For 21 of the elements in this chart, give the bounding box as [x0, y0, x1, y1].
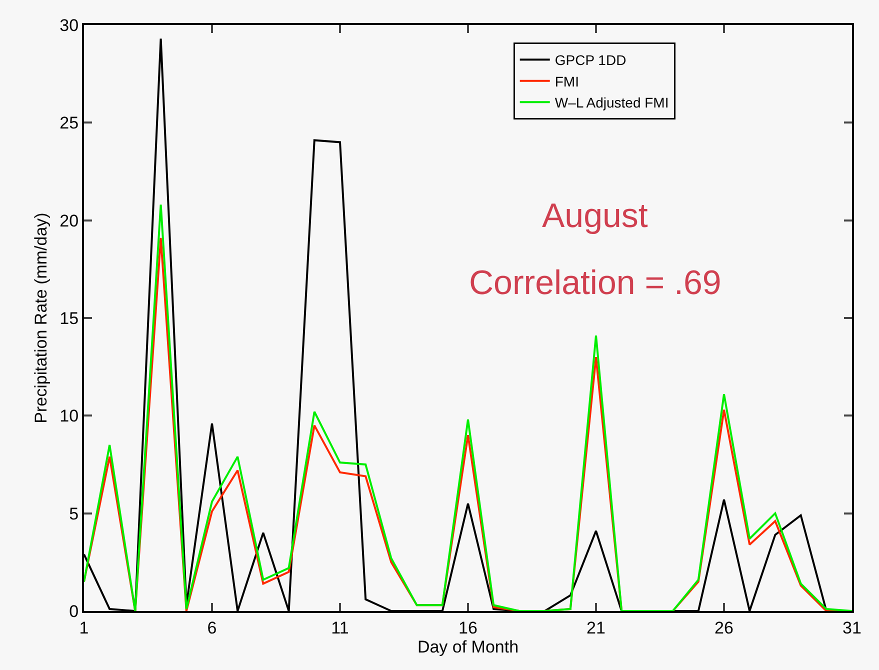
annotation: Correlation = .69 [469, 264, 722, 302]
x-tick-label: 11 [331, 618, 349, 638]
y-tick-label: 10 [60, 406, 79, 426]
annotation: August [542, 197, 648, 235]
x-tick-label: 1 [79, 618, 89, 638]
x-axis-title: Day of Month [417, 637, 519, 656]
legend-label: GPCP 1DD [554, 52, 626, 68]
legend-label: W–L Adjusted FMI [554, 94, 669, 111]
x-tick-label: 16 [458, 618, 478, 638]
x-tick-label: 21 [586, 618, 606, 638]
y-tick-label: 25 [60, 114, 79, 133]
y-axis-title: Precipitation Rate (mm/day) [32, 212, 51, 424]
x-tick-label: 31 [842, 618, 862, 638]
legend-label: FMI [554, 73, 579, 90]
x-tick-label: 26 [714, 618, 734, 638]
y-tick-label: 5 [69, 504, 79, 524]
y-tick-label: 0 [69, 602, 79, 621]
x-tick-label: 6 [207, 618, 217, 638]
y-tick-label: 15 [60, 308, 79, 328]
y-tick-label: 30 [60, 16, 79, 35]
y-tick-label: 20 [60, 211, 79, 230]
